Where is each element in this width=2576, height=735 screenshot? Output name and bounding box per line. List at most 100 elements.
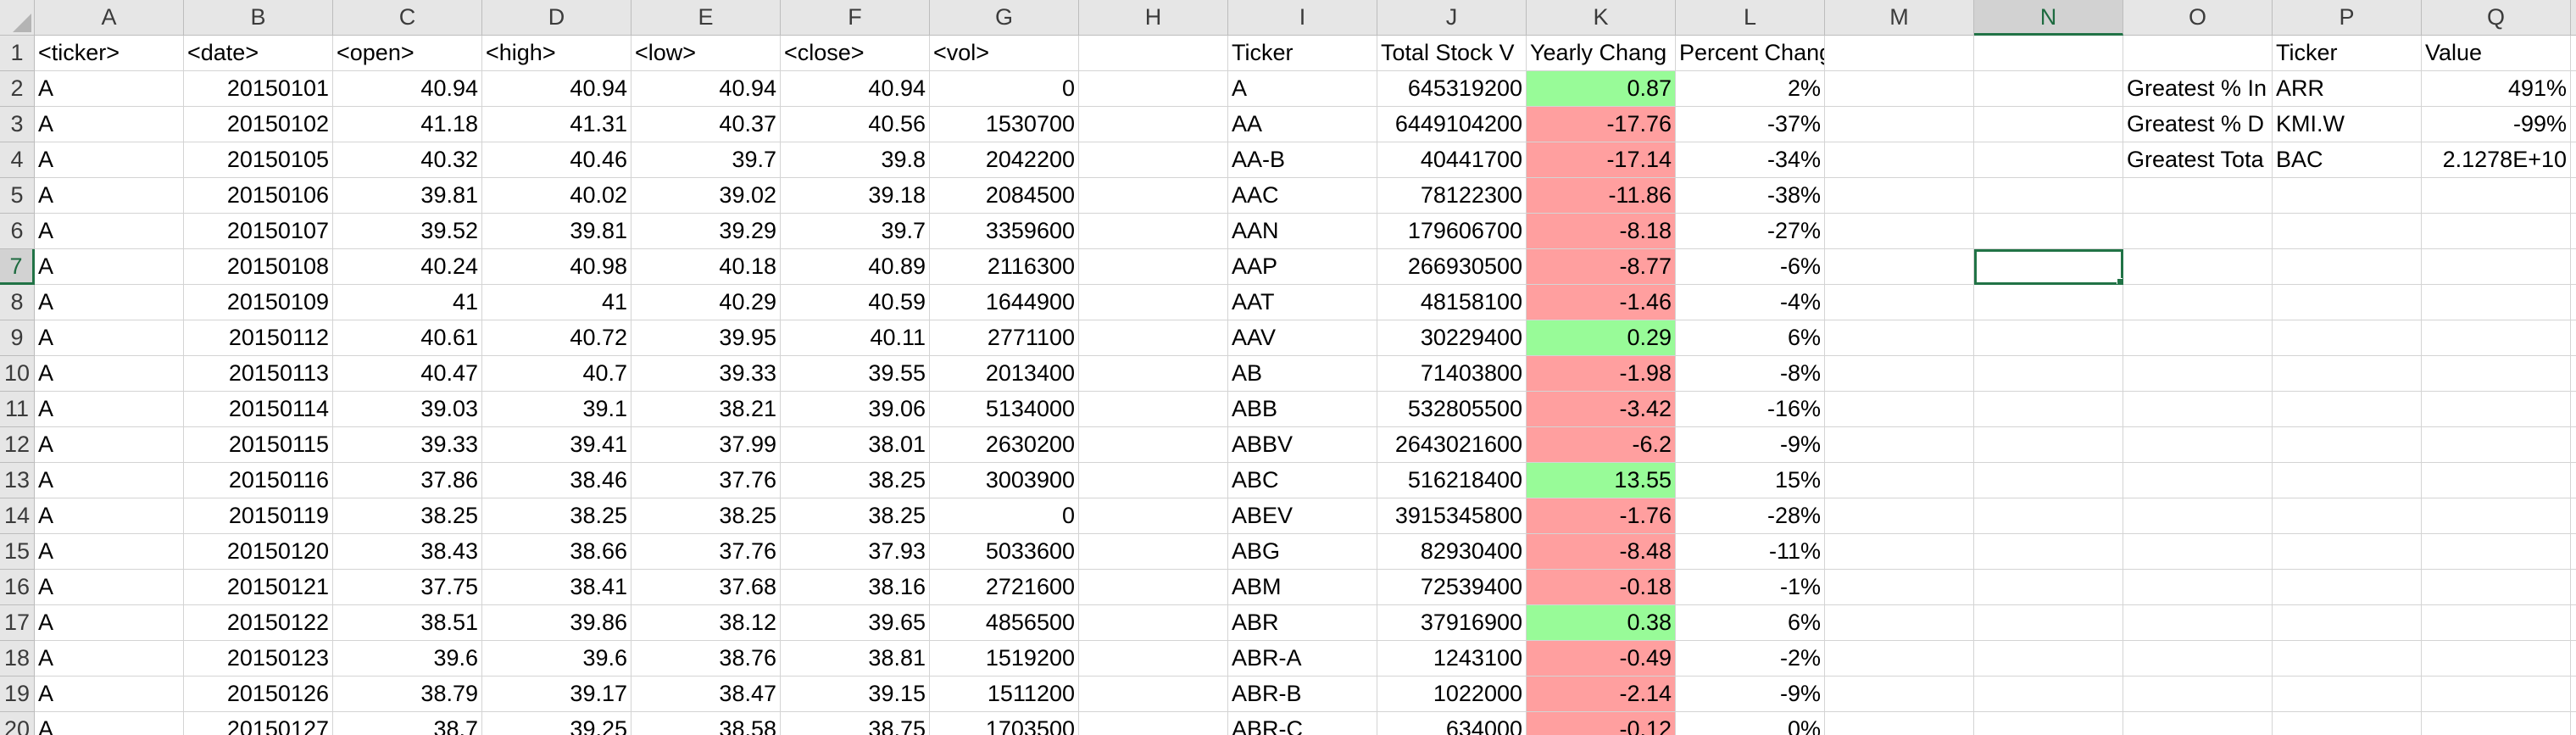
cell-n6[interactable] [1974, 214, 2123, 249]
cell-d4[interactable]: 40.46 [482, 142, 631, 178]
cell-l16[interactable]: -1% [1676, 570, 1825, 605]
cell-q13[interactable] [2422, 463, 2571, 498]
cell-i20[interactable]: ABR-C [1228, 712, 1377, 735]
cell-j12[interactable]: 2643021600 [1377, 427, 1527, 463]
cell-n1[interactable] [1974, 36, 2123, 71]
cell-l20[interactable]: 0% [1676, 712, 1825, 735]
cell-i16[interactable]: ABM [1228, 570, 1377, 605]
cell-o13[interactable] [2123, 463, 2273, 498]
cell-h7[interactable] [1079, 249, 1228, 285]
cell-b18[interactable]: 20150123 [184, 641, 333, 677]
cell-q17[interactable] [2422, 605, 2571, 641]
cell-a6[interactable]: A [35, 214, 184, 249]
row-header[interactable]: 17 [0, 605, 35, 641]
cell-k10[interactable]: -1.98 [1527, 356, 1676, 392]
cell-overflow[interactable] [2571, 534, 2576, 570]
cell-p8[interactable] [2273, 285, 2422, 320]
cell-j18[interactable]: 1243100 [1377, 641, 1527, 677]
cell-n18[interactable] [1974, 641, 2123, 677]
cell-l14[interactable]: -28% [1676, 498, 1825, 534]
row-header[interactable]: 1 [0, 36, 35, 71]
cell-j3[interactable]: 6449104200 [1377, 107, 1527, 142]
cell-h6[interactable] [1079, 214, 1228, 249]
cell-a19[interactable]: A [35, 677, 184, 712]
cell-g5[interactable]: 2084500 [930, 178, 1079, 214]
column-header-p[interactable]: P [2273, 0, 2422, 36]
cell-e17[interactable]: 38.12 [631, 605, 781, 641]
cell-j19[interactable]: 1022000 [1377, 677, 1527, 712]
cell-m8[interactable] [1825, 285, 1974, 320]
cell-o14[interactable] [2123, 498, 2273, 534]
cell-b11[interactable]: 20150114 [184, 392, 333, 427]
cell-q6[interactable] [2422, 214, 2571, 249]
cell-e2[interactable]: 40.94 [631, 71, 781, 107]
row-header[interactable]: 9 [0, 320, 35, 356]
cell-f4[interactable]: 39.8 [781, 142, 930, 178]
cell-overflow[interactable] [2571, 36, 2576, 71]
cell-p15[interactable] [2273, 534, 2422, 570]
cell-f17[interactable]: 39.65 [781, 605, 930, 641]
cell-overflow[interactable] [2571, 107, 2576, 142]
row-header[interactable]: 19 [0, 677, 35, 712]
cell-n17[interactable] [1974, 605, 2123, 641]
cell-b8[interactable]: 20150109 [184, 285, 333, 320]
cell-i2[interactable]: A [1228, 71, 1377, 107]
cell-f8[interactable]: 40.59 [781, 285, 930, 320]
cell-n8[interactable] [1974, 285, 2123, 320]
cell-k5[interactable]: -11.86 [1527, 178, 1676, 214]
cell-h13[interactable] [1079, 463, 1228, 498]
cell-o15[interactable] [2123, 534, 2273, 570]
cell-h11[interactable] [1079, 392, 1228, 427]
cell-d11[interactable]: 39.1 [482, 392, 631, 427]
cell-i11[interactable]: ABB [1228, 392, 1377, 427]
cell-g18[interactable]: 1519200 [930, 641, 1079, 677]
cell-i12[interactable]: ABBV [1228, 427, 1377, 463]
cell-g14[interactable]: 0 [930, 498, 1079, 534]
cell-overflow[interactable] [2571, 285, 2576, 320]
column-header-n[interactable]: N [1974, 0, 2123, 36]
cell-i7[interactable]: AAP [1228, 249, 1377, 285]
column-header-l[interactable]: L [1676, 0, 1825, 36]
cell-k16[interactable]: -0.18 [1527, 570, 1676, 605]
cell-q4[interactable]: 2.1278E+10 [2422, 142, 2571, 178]
select-all-corner[interactable] [0, 0, 35, 36]
cell-p17[interactable] [2273, 605, 2422, 641]
cell-overflow[interactable] [2571, 142, 2576, 178]
cell-m2[interactable] [1825, 71, 1974, 107]
cell-d13[interactable]: 38.46 [482, 463, 631, 498]
cell-l17[interactable]: 6% [1676, 605, 1825, 641]
cell-d15[interactable]: 38.66 [482, 534, 631, 570]
cell-q20[interactable] [2422, 712, 2571, 735]
cell-q18[interactable] [2422, 641, 2571, 677]
cell-e11[interactable]: 38.21 [631, 392, 781, 427]
cell-d8[interactable]: 41 [482, 285, 631, 320]
cell-a18[interactable]: A [35, 641, 184, 677]
cell-c20[interactable]: 38.7 [333, 712, 482, 735]
cell-c1[interactable]: <open> [333, 36, 482, 71]
cell-c7[interactable]: 40.24 [333, 249, 482, 285]
cell-b6[interactable]: 20150107 [184, 214, 333, 249]
cell-b7[interactable]: 20150108 [184, 249, 333, 285]
column-header-e[interactable]: E [631, 0, 781, 36]
cell-o8[interactable] [2123, 285, 2273, 320]
cell-p19[interactable] [2273, 677, 2422, 712]
cell-q1[interactable]: Value [2422, 36, 2571, 71]
cell-d20[interactable]: 39.25 [482, 712, 631, 735]
cell-i19[interactable]: ABR-B [1228, 677, 1377, 712]
cell-m4[interactable] [1825, 142, 1974, 178]
cell-d5[interactable]: 40.02 [482, 178, 631, 214]
cell-d2[interactable]: 40.94 [482, 71, 631, 107]
cell-c12[interactable]: 39.33 [333, 427, 482, 463]
cell-c19[interactable]: 38.79 [333, 677, 482, 712]
cell-i14[interactable]: ABEV [1228, 498, 1377, 534]
row-header[interactable]: 7 [0, 249, 35, 285]
cell-q8[interactable] [2422, 285, 2571, 320]
cell-o6[interactable] [2123, 214, 2273, 249]
cell-a10[interactable]: A [35, 356, 184, 392]
cell-p10[interactable] [2273, 356, 2422, 392]
cell-k2[interactable]: 0.87 [1527, 71, 1676, 107]
cell-a9[interactable]: A [35, 320, 184, 356]
cell-g7[interactable]: 2116300 [930, 249, 1079, 285]
cell-b3[interactable]: 20150102 [184, 107, 333, 142]
cell-a7[interactable]: A [35, 249, 184, 285]
